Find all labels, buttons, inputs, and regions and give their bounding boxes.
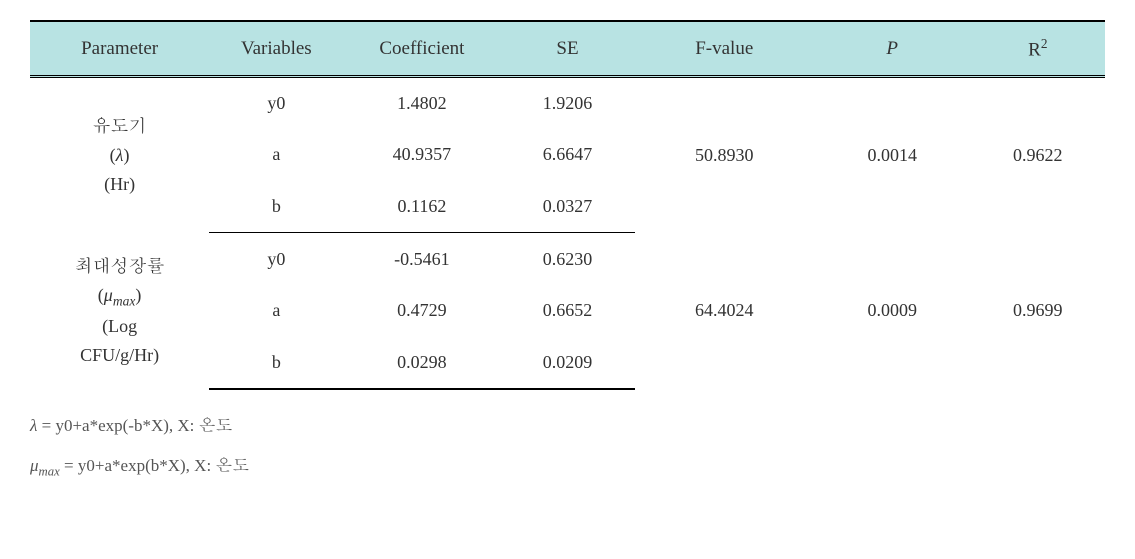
statistics-table: Parameter Variables Coefficient SE F-val… <box>30 20 1105 390</box>
fvalue-cell: 64.4024 <box>635 233 814 389</box>
coefficient-cell: 40.9357 <box>344 129 501 181</box>
parameter-cell-lag: 유도기 (λ) (Hr) <box>30 77 209 233</box>
se-cell: 0.0327 <box>500 181 634 233</box>
table-row: 유도기 (λ) (Hr) y0 1.4802 1.9206 50.8930 0.… <box>30 77 1105 129</box>
coefficient-cell: 0.1162 <box>344 181 501 233</box>
header-variables: Variables <box>209 21 343 77</box>
footnote-mumax: μmax = y0+a*exp(b*X), X: 온도 <box>30 452 1105 479</box>
parameter-cell-growth: 최대성장률 (μmax) (Log CFU/g/Hr) <box>30 233 209 389</box>
variable-cell: y0 <box>209 77 343 129</box>
coefficient-cell: 0.4729 <box>344 285 501 337</box>
variable-cell: a <box>209 285 343 337</box>
footnote-lambda: λ = y0+a*exp(-b*X), X: 온도 <box>30 412 1105 436</box>
coefficient-cell: 1.4802 <box>344 77 501 129</box>
coefficient-cell: 0.0298 <box>344 337 501 389</box>
coefficient-cell: -0.5461 <box>344 233 501 285</box>
table-header-row: Parameter Variables Coefficient SE F-val… <box>30 21 1105 77</box>
header-p: P <box>814 21 971 77</box>
se-cell: 1.9206 <box>500 77 634 129</box>
table-row: 최대성장률 (μmax) (Log CFU/g/Hr) y0 -0.5461 0… <box>30 233 1105 285</box>
p-cell: 0.0014 <box>814 77 971 233</box>
header-coefficient: Coefficient <box>344 21 501 77</box>
fvalue-cell: 50.8930 <box>635 77 814 233</box>
variable-cell: b <box>209 181 343 233</box>
header-parameter: Parameter <box>30 21 209 77</box>
footnotes: λ = y0+a*exp(-b*X), X: 온도 μmax = y0+a*ex… <box>30 412 1105 479</box>
se-cell: 0.6652 <box>500 285 634 337</box>
variable-cell: a <box>209 129 343 181</box>
variable-cell: y0 <box>209 233 343 285</box>
header-r2: R2 <box>971 21 1105 77</box>
header-se: SE <box>500 21 634 77</box>
r2-cell: 0.9699 <box>971 233 1105 389</box>
se-cell: 0.0209 <box>500 337 634 389</box>
r2-cell: 0.9622 <box>971 77 1105 233</box>
se-cell: 6.6647 <box>500 129 634 181</box>
se-cell: 0.6230 <box>500 233 634 285</box>
p-cell: 0.0009 <box>814 233 971 389</box>
header-fvalue: F-value <box>635 21 814 77</box>
variable-cell: b <box>209 337 343 389</box>
